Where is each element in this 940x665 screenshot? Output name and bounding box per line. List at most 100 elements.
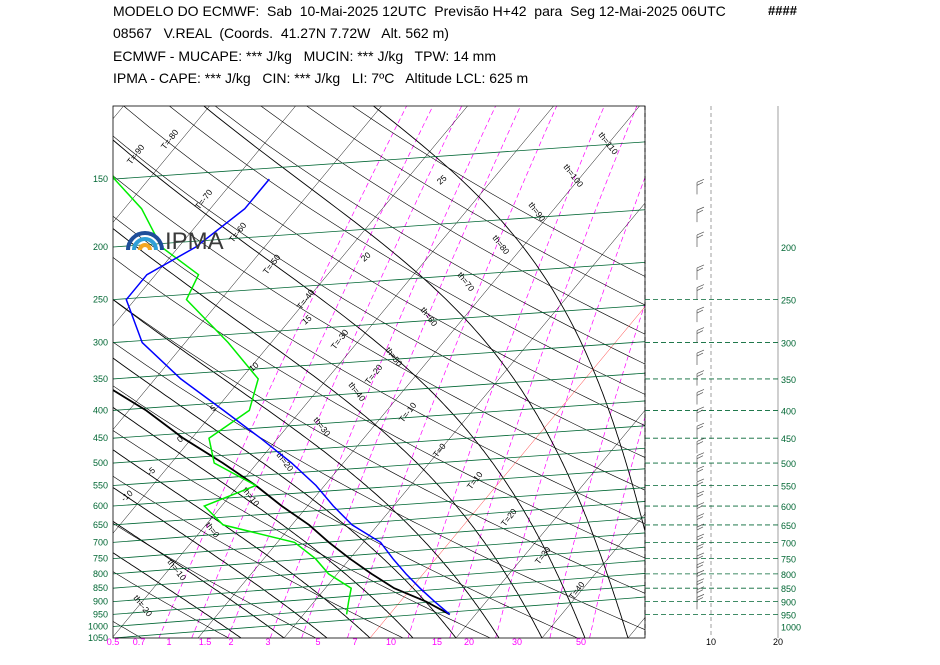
pressure-tick-label-left: 600 bbox=[93, 501, 108, 511]
wind-barb-flag bbox=[696, 570, 705, 574]
wind-barb-flag bbox=[696, 231, 705, 236]
mixing-ratio-tick-label: 30 bbox=[512, 637, 522, 647]
pressure-tick-label-right: 700 bbox=[781, 538, 796, 548]
pressure-tick-label-left: 850 bbox=[93, 583, 108, 593]
pressure-tick-label-left: 450 bbox=[93, 433, 108, 443]
mixing-ratio-line bbox=[347, 106, 558, 638]
wind-barb-flag bbox=[696, 438, 705, 442]
wind-barb-flag bbox=[696, 392, 704, 396]
pressure-tick-label-left: 1000 bbox=[88, 621, 108, 631]
wind-barb-flag bbox=[696, 179, 705, 183]
isobar-line bbox=[113, 573, 645, 615]
pressure-tick-label-left: 150 bbox=[93, 174, 108, 184]
wind-barb-flag bbox=[696, 455, 704, 460]
isobar-line bbox=[113, 546, 645, 589]
wind-barb-flag bbox=[696, 287, 704, 291]
mixing-ratio-line bbox=[549, 302, 645, 638]
moist-adiabat-line bbox=[113, 228, 543, 638]
mixing-ratio-line bbox=[158, 106, 407, 638]
wind-barb-flag bbox=[696, 552, 705, 557]
moist-adiabat-label: 5 bbox=[208, 403, 218, 414]
isobar-line bbox=[113, 341, 645, 380]
isotherm-line bbox=[369, 306, 645, 638]
isotherm-line bbox=[113, 106, 210, 223]
isobar-line bbox=[113, 532, 645, 575]
wind-barb-flag bbox=[696, 182, 704, 186]
header-model-line: MODELO DO ECMWF: Sab 10-Mai-2025 12UTC P… bbox=[113, 3, 726, 19]
wind-barb-flag bbox=[696, 481, 704, 486]
pressure-tick-label-left: 950 bbox=[93, 609, 108, 619]
wind-barb-flag bbox=[696, 234, 704, 239]
wind-barb-flag bbox=[696, 327, 705, 331]
mixing-ratio-tick-label: 3 bbox=[265, 637, 270, 647]
plot-area: T=-90T=-80T=-70T=-60T=-50T=-40T=-30T=-20… bbox=[0, 106, 940, 638]
wind-barb-flag bbox=[696, 284, 705, 288]
isotherm-line bbox=[113, 106, 382, 430]
wind-barb-flag bbox=[696, 564, 704, 569]
pressure-tick-label-right: 600 bbox=[781, 502, 796, 512]
isotherm-label: T=-10 bbox=[397, 400, 419, 424]
temperature-profile-line bbox=[125, 178, 451, 615]
isotherm-label: T=-40 bbox=[295, 287, 317, 311]
dry-adiabat-line bbox=[113, 341, 645, 631]
isobar-line bbox=[113, 447, 645, 486]
dry-adiabat-line bbox=[113, 215, 645, 524]
mixing-ratio-line bbox=[648, 106, 790, 638]
wind-scale-label: 20 bbox=[773, 637, 783, 647]
moist-adiabat-line bbox=[113, 299, 500, 638]
pressure-tick-label-left: 750 bbox=[93, 554, 108, 564]
pressure-tick-label-left: 900 bbox=[93, 597, 108, 607]
wind-barb-flag bbox=[696, 513, 705, 517]
isotherm-line bbox=[283, 202, 645, 638]
ipma-logo-icon bbox=[126, 231, 164, 251]
isobar-line bbox=[113, 425, 645, 464]
isobar-line bbox=[113, 487, 645, 526]
wind-barb-flag bbox=[696, 555, 704, 560]
wind-barb-flag bbox=[696, 370, 705, 374]
parcel-profile-line bbox=[113, 389, 451, 616]
wind-barb-flag bbox=[696, 597, 704, 601]
isotherm-line bbox=[714, 106, 940, 638]
pressure-tick-label-left: 800 bbox=[93, 569, 108, 579]
dry-adiabat-line bbox=[0, 106, 54, 638]
wind-barb-flag bbox=[696, 352, 704, 357]
wind-barb-flag bbox=[696, 505, 704, 509]
wind-barb-flag bbox=[696, 502, 705, 506]
wind-barb-flag bbox=[696, 561, 705, 566]
dry-adiabat-label: th=0 bbox=[203, 520, 221, 540]
moist-adiabat-line bbox=[113, 139, 586, 638]
mixing-ratio-line bbox=[269, 106, 496, 638]
isotherm-line bbox=[113, 106, 296, 327]
isotherm-label: T=-30 bbox=[329, 327, 351, 351]
wind-barb-flag bbox=[696, 330, 704, 334]
dry-adiabat-label: th=40 bbox=[346, 380, 367, 403]
isotherm-line bbox=[0, 106, 38, 638]
dry-adiabat-line bbox=[113, 522, 316, 638]
isobar-line bbox=[113, 400, 645, 439]
mixing-ratio-tick-label: 1 bbox=[166, 637, 171, 647]
wind-barb-flag bbox=[696, 452, 705, 457]
wind-barb-flag bbox=[696, 465, 705, 470]
pressure-tick-label-right: 800 bbox=[781, 570, 796, 580]
wind-barb-flag bbox=[696, 581, 704, 585]
wind-barb-flag bbox=[696, 546, 704, 550]
moist-adiabat-line bbox=[373, 106, 645, 534]
pressure-tick-label-right: 550 bbox=[781, 482, 796, 492]
wind-barb-flag bbox=[696, 589, 704, 593]
wind-barb-flag bbox=[696, 406, 705, 411]
header-station-line: 08567 V.REAL (Coords. 41.27N 7.72W Alt. … bbox=[113, 25, 449, 41]
pressure-tick-label-right: 1000 bbox=[781, 622, 801, 632]
pressure-tick-label-right: 500 bbox=[781, 459, 796, 469]
wind-barb-flag bbox=[696, 206, 705, 211]
wind-barb-flag bbox=[696, 526, 704, 531]
pressure-tick-label-left: 500 bbox=[93, 458, 108, 468]
wind-scale-label: 10 bbox=[706, 637, 716, 647]
dry-adiabat-label: th=60 bbox=[418, 305, 439, 328]
mixing-ratio-tick-label: 10 bbox=[386, 637, 396, 647]
mixing-ratio-tick-label: 1.5 bbox=[199, 637, 212, 647]
isobar-line bbox=[113, 209, 645, 248]
moist-adiabat-label: -5 bbox=[145, 465, 157, 478]
moist-adiabat-label: -10 bbox=[119, 488, 135, 504]
wind-barb-flag bbox=[696, 422, 705, 427]
